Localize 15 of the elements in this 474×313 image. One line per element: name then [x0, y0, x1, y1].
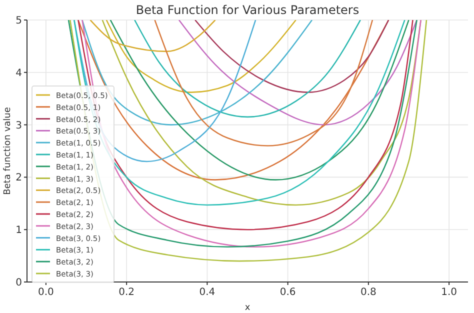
chart-title: Beta Function for Various Parameters	[136, 3, 360, 17]
y-tick-label: 0	[16, 278, 22, 288]
x-tick-label: 0.0	[38, 287, 54, 298]
y-axis-title: Beta function value	[3, 106, 13, 195]
x-axis-title: x	[244, 303, 251, 313]
x-tick-label: 0.2	[118, 287, 135, 298]
y-tick-label: 1	[16, 225, 22, 236]
x-tick-label: 0.6	[280, 287, 296, 298]
y-tick-label: 3	[16, 120, 22, 132]
y-tick-label: 2	[16, 172, 22, 184]
y-tick-label: 4	[16, 68, 22, 79]
x-tick-label: 1.0	[441, 287, 458, 298]
y-tick-label: 5	[16, 16, 22, 26]
x-tick-label: 0.8	[360, 287, 376, 298]
x-tick-label: 0.4	[199, 287, 216, 298]
